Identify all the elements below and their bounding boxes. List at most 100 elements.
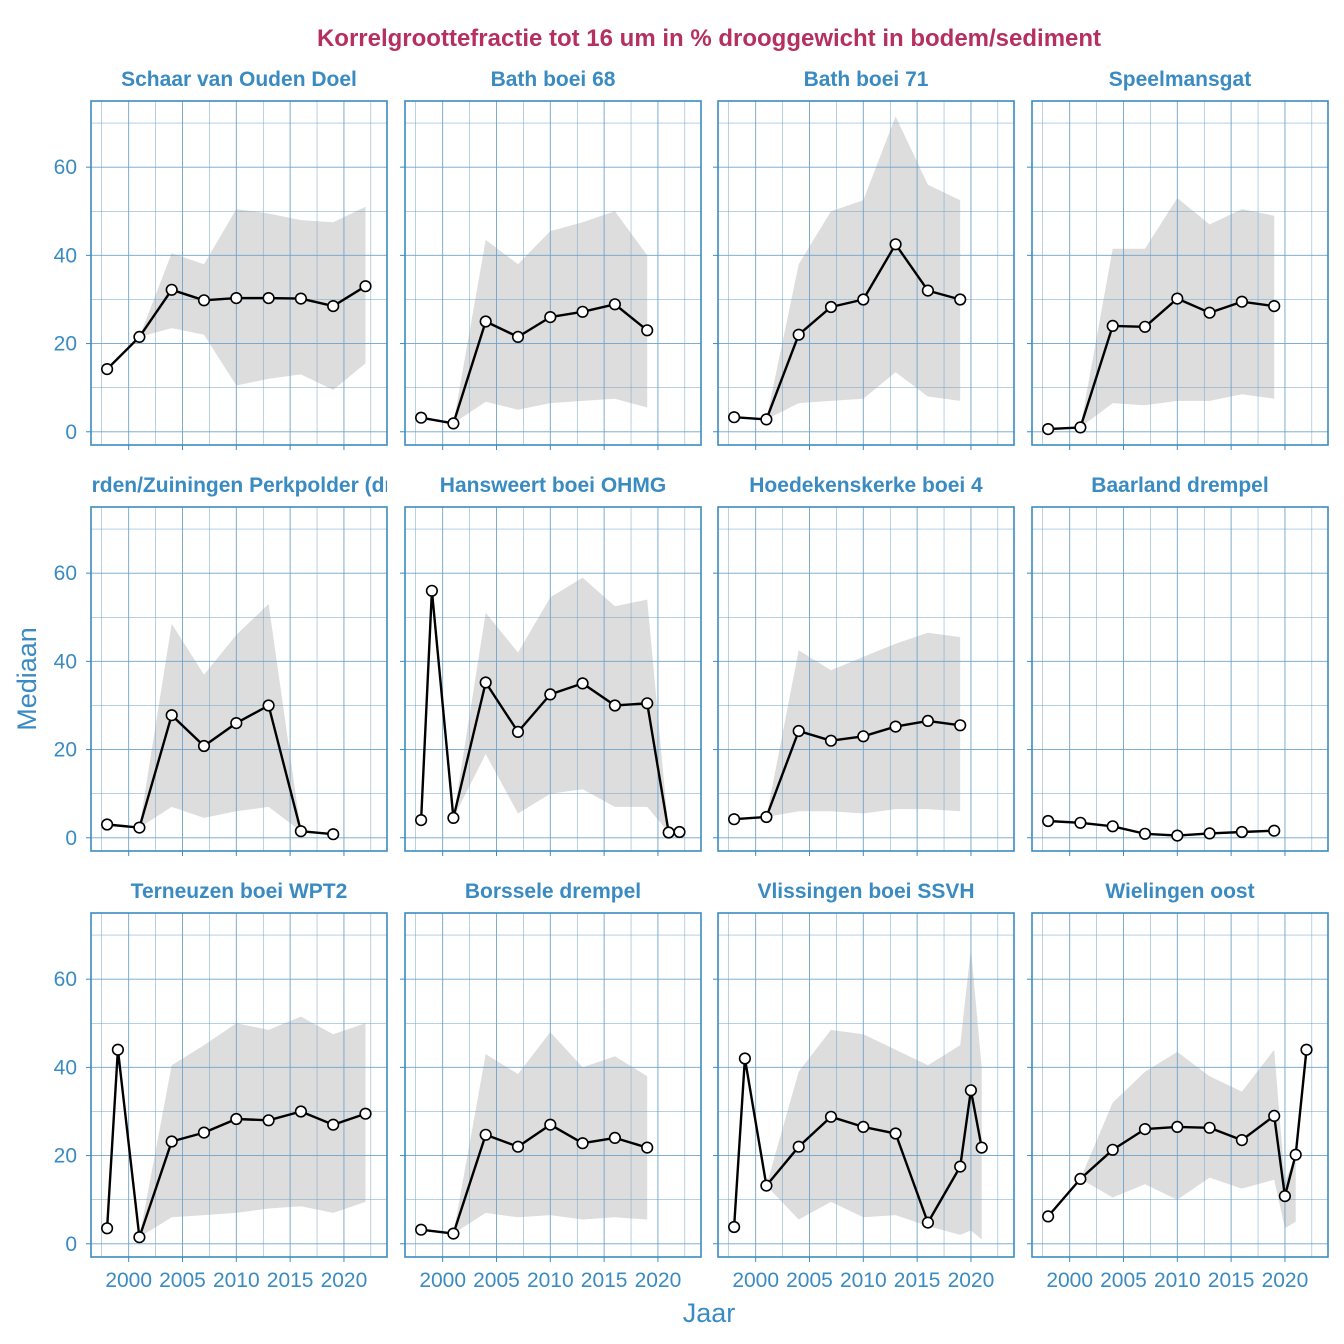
- data-point: [359, 280, 372, 293]
- data-point: [447, 417, 460, 430]
- data-point: [1041, 1210, 1055, 1223]
- data-point: [479, 315, 492, 328]
- facet-panel: Hoedekenskerke boei 4: [713, 474, 1015, 856]
- x-tick-label: 2020: [1262, 1269, 1309, 1292]
- data-point: [165, 283, 178, 296]
- data-point: [954, 1160, 967, 1173]
- facet-panels: Schaar van Ouden Doel 0 20 40 60 Bath boei 68…: [18, 68, 1329, 1292]
- data-point: [921, 1216, 935, 1229]
- data-point: [479, 1128, 492, 1141]
- grid: [718, 101, 1014, 445]
- x-tick-label: 2010: [1154, 1269, 1201, 1292]
- range-ribbon: [1080, 1049, 1296, 1229]
- x-tick-label: 2015: [267, 1269, 314, 1292]
- median-line: [105, 1048, 366, 1239]
- panel-title: Walsoorden/Zuiningen Perkpolder (drempel…: [18, 474, 461, 497]
- x-tick-label: 2015: [894, 1269, 941, 1292]
- panel-border: [90, 912, 388, 1258]
- panel-title: Hansweert boei OHMG: [440, 474, 666, 497]
- data-point: [662, 826, 675, 839]
- x-tick-label: 2010: [213, 1269, 260, 1292]
- data-point: [641, 697, 654, 710]
- data-point: [1268, 824, 1281, 837]
- facet-panel: Wielingen oost 2000 2005 2010 2015 2020: [1027, 880, 1329, 1292]
- data-point: [327, 1118, 340, 1131]
- data-point: [327, 828, 340, 841]
- data-point: [544, 1118, 557, 1131]
- grid: [405, 913, 701, 1257]
- data-point: [824, 734, 838, 747]
- data-point: [197, 294, 211, 307]
- data-point: [230, 716, 243, 730]
- data-point: [447, 811, 460, 825]
- panel-title: Terneuzen boei WPT2: [131, 880, 348, 903]
- data-point: [576, 305, 589, 318]
- panel-border: [404, 506, 702, 852]
- facet-panel: Speelmansgat: [1027, 68, 1329, 450]
- data-point: [921, 284, 935, 297]
- data-point: [760, 810, 773, 824]
- data-point: [760, 413, 773, 426]
- y-tick-label: 0: [65, 827, 77, 850]
- data-point: [100, 1222, 114, 1235]
- data-point: [964, 1084, 978, 1097]
- data-point: [415, 1223, 428, 1236]
- range-ribbon: [766, 948, 982, 1240]
- data-point: [889, 1127, 902, 1140]
- data-point: [576, 677, 589, 690]
- y-axis-title: Mediaan: [12, 627, 42, 731]
- panel-title: Baarland drempel: [1091, 474, 1268, 497]
- grid: [91, 101, 387, 445]
- data-point: [608, 1131, 622, 1144]
- data-point: [197, 739, 211, 753]
- data-point: [1106, 1143, 1119, 1156]
- data-point: [294, 1105, 308, 1118]
- data-point: [511, 1140, 525, 1153]
- panel-border: [90, 100, 388, 446]
- data-point: [425, 584, 439, 597]
- data-point: [1300, 1043, 1313, 1056]
- data-point: [1138, 1122, 1152, 1136]
- data-point: [1171, 1120, 1184, 1133]
- data-point: [294, 292, 308, 305]
- panel-border: [1031, 506, 1329, 852]
- facet-panel: Terneuzen boei WPT2 0 20 40 60 2000 2005 2010 20…: [54, 880, 388, 1292]
- data-point: [100, 818, 114, 831]
- data-point: [327, 300, 340, 313]
- facet-panel: Hansweert boei OHMG: [400, 474, 702, 856]
- data-point: [262, 699, 275, 712]
- data-point: [230, 1112, 243, 1126]
- panel-border: [90, 506, 388, 852]
- data-point: [727, 813, 741, 826]
- x-tick-label: 2005: [786, 1269, 833, 1292]
- data-point: [857, 293, 870, 306]
- panel-title: Vlissingen boei SSVH: [757, 880, 974, 903]
- data-point: [1171, 829, 1184, 842]
- panel-title: Schaar van Ouden Doel: [121, 68, 357, 91]
- y-tick-label: 20: [54, 333, 77, 356]
- facet-panel: Bath boei 71: [713, 68, 1015, 450]
- data-point: [608, 298, 622, 311]
- data-point: [889, 720, 902, 733]
- grid: [405, 507, 701, 851]
- data-point: [760, 1179, 773, 1192]
- data-point: [197, 1126, 211, 1139]
- data-point: [1203, 1121, 1216, 1134]
- grid: [1032, 507, 1328, 851]
- data-point: [1074, 421, 1087, 434]
- data-point: [576, 1137, 589, 1150]
- data-point: [792, 1140, 805, 1153]
- data-point: [975, 1141, 988, 1154]
- grid: [91, 913, 387, 1257]
- data-point: [1074, 816, 1087, 829]
- x-tick-label: 2000: [732, 1269, 779, 1292]
- panel-border: [1031, 100, 1329, 446]
- range-ribbon: [453, 577, 669, 833]
- data-point: [100, 363, 114, 376]
- chart-title: Korrelgroottefractie tot 16 um in % droo…: [317, 25, 1101, 52]
- panel-title: Bath boei 71: [804, 68, 929, 91]
- data-point: [230, 292, 243, 305]
- data-point: [727, 411, 741, 424]
- data-point: [165, 709, 178, 722]
